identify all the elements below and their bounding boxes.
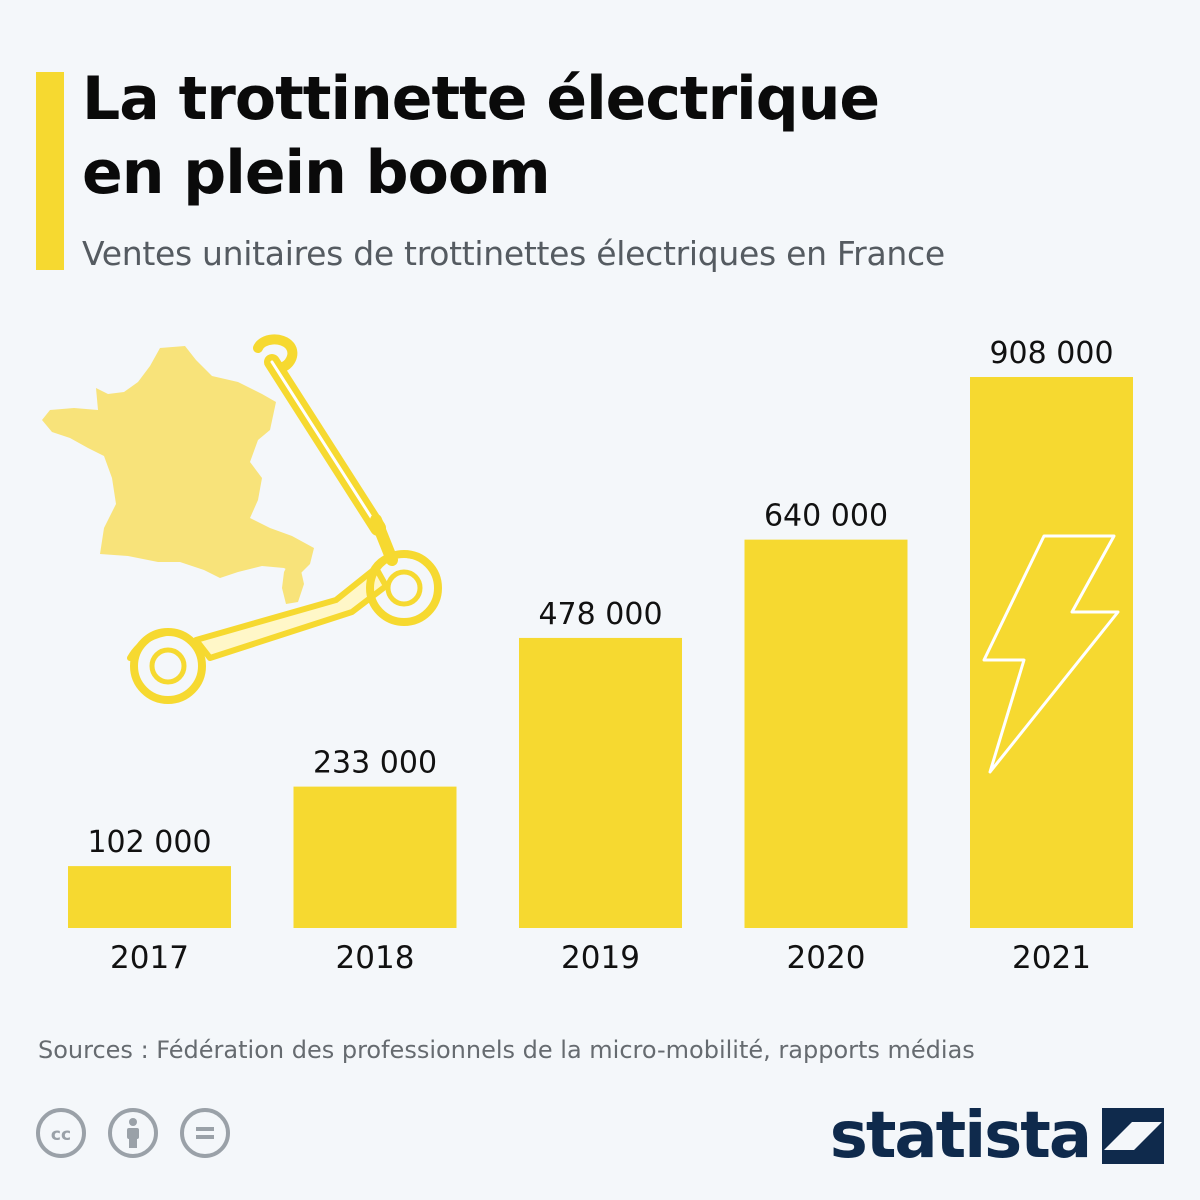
statista-logo[interactable]: statista xyxy=(830,1096,1164,1176)
france-map-icon xyxy=(42,346,314,578)
category-label-2020: 2020 xyxy=(787,940,866,976)
corsica-icon xyxy=(282,560,304,604)
chart-title: La trottinette électrique en plein boom xyxy=(82,62,1162,210)
category-label-2018: 2018 xyxy=(336,940,415,976)
lightning-bolt-icon xyxy=(982,534,1120,774)
value-label-2017: 102 000 xyxy=(87,825,211,860)
value-label-2019: 478 000 xyxy=(538,597,662,632)
title-accent-bar xyxy=(36,72,64,270)
bar-2019 xyxy=(519,637,682,928)
statista-wordmark: statista xyxy=(829,1099,1092,1173)
bar-2020 xyxy=(744,539,908,928)
bar-2017 xyxy=(68,866,231,928)
value-labels-group: 102 000 233 000 478 000 640 000 908 000 xyxy=(87,336,1113,860)
bar-2018 xyxy=(293,786,457,928)
value-label-2021: 908 000 xyxy=(989,336,1113,371)
chart-title-line-2: en plein boom xyxy=(82,138,551,208)
svg-text:cc: cc xyxy=(51,1125,71,1145)
bar-2021 xyxy=(970,377,1133,928)
value-label-2018: 233 000 xyxy=(313,746,437,781)
attribution-icon[interactable] xyxy=(108,1108,158,1158)
no-derivatives-icon[interactable] xyxy=(180,1108,230,1158)
electric-scooter-icon xyxy=(127,334,442,704)
chart-subtitle: Ventes unitaires de trottinettes électri… xyxy=(82,234,945,273)
category-labels-group: 2017 2018 2019 2020 2021 xyxy=(110,940,1091,976)
bar-chart: 102 000 233 000 478 000 640 000 908 000 2017… xyxy=(42,334,1133,976)
category-label-2019: 2019 xyxy=(561,940,640,976)
category-label-2017: 2017 xyxy=(110,940,189,976)
value-label-2020: 640 000 xyxy=(764,499,888,534)
chart-title-line-1: La trottinette électrique xyxy=(82,64,880,134)
bars-group xyxy=(68,377,1133,928)
category-label-2021: 2021 xyxy=(1012,940,1091,976)
source-note: Sources : Fédération des professionnels … xyxy=(38,1036,975,1064)
statista-logo-icon xyxy=(1102,1108,1164,1164)
creative-commons-icon[interactable]: cc xyxy=(36,1108,86,1158)
